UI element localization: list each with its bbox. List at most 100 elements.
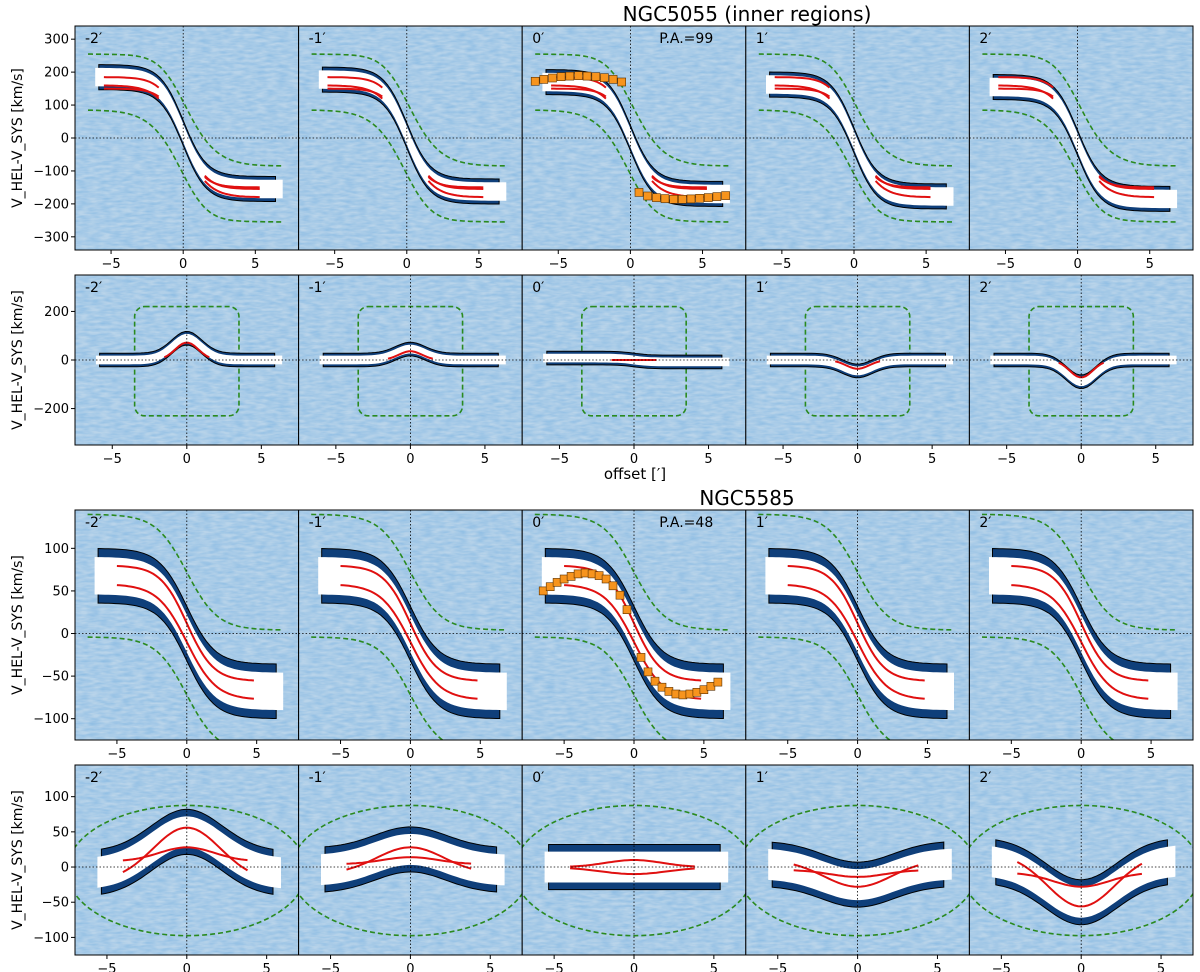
y-tick-label: 0 xyxy=(61,354,69,369)
model-curve xyxy=(346,856,472,865)
x-tick-label: 0 xyxy=(183,452,191,467)
x-tick-label: 5 xyxy=(698,257,706,272)
x-tick-label: 0 xyxy=(850,257,858,272)
emission-band xyxy=(321,66,500,205)
masked-region xyxy=(95,67,283,199)
x-tick-label: 0 xyxy=(1077,452,1085,467)
y-tick-label: −300 xyxy=(33,230,69,245)
x-tick-label: −5 xyxy=(555,747,574,762)
masked-region xyxy=(319,344,506,365)
masked-region xyxy=(989,557,1178,711)
y-tick-label: −100 xyxy=(33,712,69,727)
envelope-contour-lower xyxy=(535,109,730,223)
masked-region xyxy=(989,77,1178,209)
pv-panel-r1-p3: 0′ P.A.=99 −5 0 5 xyxy=(521,25,747,272)
rotation-curve-point xyxy=(582,71,592,81)
y-tick-label: −200 xyxy=(33,197,69,212)
masked-region xyxy=(544,851,729,883)
y-axis-label: V_HEL-V_SYS [km/s] xyxy=(10,68,26,208)
x-tick-label: −5 xyxy=(97,962,116,972)
pv-panel-r4-p3: 0′ −5 0 5 xyxy=(521,764,747,972)
x-tick-label: 0 xyxy=(630,452,638,467)
model-curve xyxy=(1017,872,1143,888)
figure-title-ngc5055: NGC5055 (inner regions) xyxy=(623,2,872,26)
x-tick-label: 0 xyxy=(183,747,191,762)
pv-panel-r4-p2: -1′ −5 0 5 xyxy=(298,764,523,972)
pv-panel-r2-p2: -1′ −5 0 5 xyxy=(298,274,523,467)
model-curve xyxy=(116,584,255,700)
rotation-curve-point xyxy=(600,73,609,82)
model-curve xyxy=(651,176,707,189)
emission-band xyxy=(98,64,276,202)
x-tick-label: −5 xyxy=(103,452,122,467)
x-tick-label: 5 xyxy=(486,962,494,972)
model-curve xyxy=(834,360,881,370)
rotation-curve-point xyxy=(615,590,625,600)
x-tick-label: 5 xyxy=(257,452,265,467)
y-tick-label: 100 xyxy=(44,542,69,557)
envelope-contour-upper xyxy=(981,513,1178,631)
x-tick-label: 0 xyxy=(626,257,634,272)
y-tick-label: 200 xyxy=(44,305,69,320)
x-tick-label: −5 xyxy=(549,257,568,272)
emission-band xyxy=(769,71,947,210)
rotation-curve-point xyxy=(677,195,687,204)
envelope-contour-upper xyxy=(88,53,283,167)
pv-panel-r1-p4: 1′ −5 0 5 xyxy=(745,25,970,272)
x-tick-label: −5 xyxy=(545,962,564,972)
envelope-contour-upper xyxy=(758,53,954,167)
x-tick-label: 0 xyxy=(406,452,414,467)
rotation-curve-point xyxy=(622,605,632,615)
rotation-curve-point xyxy=(636,653,646,662)
x-tick-label: 0 xyxy=(1077,962,1085,972)
rotation-curve-point xyxy=(643,191,653,201)
y-tick-label: 200 xyxy=(44,66,69,81)
y-tick-label: 50 xyxy=(52,584,69,599)
x-tick-label: −5 xyxy=(321,962,340,972)
panel-offset-label: -2′ xyxy=(85,515,102,531)
x-tick-label: 5 xyxy=(933,962,941,972)
x-tick-label: 0 xyxy=(183,962,191,972)
rotation-curve-point xyxy=(721,191,730,200)
x-tick-label: 0 xyxy=(630,962,638,972)
emission-band xyxy=(100,808,274,895)
panel-offset-label: -1′ xyxy=(309,31,326,47)
model-curve xyxy=(327,87,383,98)
rotation-curve-point xyxy=(608,581,618,591)
x-tick-label: 5 xyxy=(710,962,718,972)
pv-panel-r3-p2: -1′ −5 0 5 xyxy=(298,509,523,762)
envelope-contour-upper xyxy=(311,513,507,631)
y-tick-label: 100 xyxy=(44,790,69,805)
rotation-curve-point xyxy=(712,192,722,201)
envelope-contour xyxy=(745,804,970,937)
model-curve xyxy=(787,584,925,700)
rotation-curve-point xyxy=(703,193,713,202)
rotation-curve-point xyxy=(608,75,618,84)
x-tick-label: −5 xyxy=(325,257,344,272)
x-tick-label: 5 xyxy=(476,747,484,762)
rotation-curve-point xyxy=(565,71,575,81)
pv-row-1: V_HEL-V_SYS [km/s] -2′ −5 0 5 −300 −200 −100 0 10… xyxy=(10,25,1194,272)
masked-region xyxy=(990,355,1177,387)
envelope-contour-lower xyxy=(534,636,668,740)
x-tick-label: −5 xyxy=(1002,747,1021,762)
model-curve xyxy=(1011,565,1149,682)
y-axis-label: V_HEL-V_SYS [km/s] xyxy=(10,290,26,430)
model-curve xyxy=(204,180,260,199)
rotation-curve-point xyxy=(617,77,627,87)
x-tick-label: −5 xyxy=(768,962,787,972)
model-curve xyxy=(116,565,254,682)
rotation-curve-point xyxy=(601,574,611,584)
x-tick-label: −5 xyxy=(996,257,1015,272)
x-tick-label: 0 xyxy=(1077,747,1085,762)
model-curve xyxy=(387,350,434,360)
x-tick-label: 5 xyxy=(922,257,930,272)
pv-panel-r2-p5: 2′ −5 0 5 xyxy=(968,274,1194,467)
masked-region xyxy=(97,816,282,889)
x-tick-label: −5 xyxy=(326,452,345,467)
rotation-curve-point xyxy=(652,193,661,202)
masked-region xyxy=(94,557,284,711)
position-angle-label: P.A.=99 xyxy=(659,31,713,47)
figure-title-ngc5585: NGC5585 xyxy=(699,486,794,510)
x-tick-label: −5 xyxy=(997,452,1016,467)
